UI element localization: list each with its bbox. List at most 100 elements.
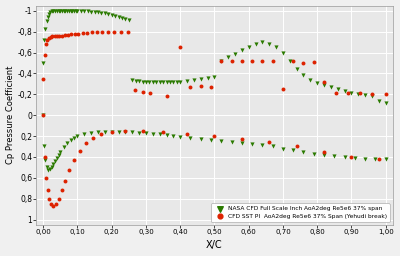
Point (40, 77, 46, 81)
Point (129, 78, 136, 82)
Point (211, 134, 218, 138)
Point (321, 80, 327, 84)
Point (111, 30, 118, 34)
Point (369, 94, 375, 98)
Point (95, 130, 101, 134)
Point (62, 33, 68, 37)
Point (44, 15, 51, 19)
Point (136, 131, 142, 135)
Point (139, 129, 146, 133)
Point (119, 16, 125, 20)
Point (74, 134, 81, 138)
Point (68, 9, 74, 13)
Point (345, 91, 351, 95)
Point (115, 130, 122, 134)
Point (270, 144, 276, 148)
Point (44, 19, 50, 23)
Point (49, 34, 56, 38)
Point (355, 92, 362, 96)
Point (382, 157, 389, 161)
Point (42, 26, 48, 30)
Point (66, 9, 72, 13)
Point (266, 42, 272, 46)
Point (54, 34, 60, 38)
Point (187, 85, 194, 89)
Point (136, 79, 142, 83)
Point (160, 130, 166, 134)
Point (174, 80, 180, 84)
Point (80, 31, 86, 35)
Point (40, 113, 46, 117)
Point (122, 17, 129, 21)
Point (143, 131, 149, 135)
Point (72, 9, 79, 13)
Point (81, 9, 88, 13)
Point (99, 30, 106, 34)
X-axis label: X/C: X/C (206, 240, 223, 250)
Point (259, 59, 266, 63)
Point (369, 92, 375, 96)
Point (146, 80, 152, 84)
Point (48, 9, 55, 13)
Y-axis label: Cp Pressure Coefficient: Cp Pressure Coefficient (6, 66, 14, 164)
Point (54, 156, 60, 160)
Point (50, 204, 57, 208)
Point (56, 153, 62, 157)
Point (259, 143, 266, 147)
Point (122, 130, 129, 134)
Point (102, 130, 108, 134)
Point (170, 80, 176, 84)
Point (40, 113, 46, 117)
Point (259, 40, 266, 44)
Point (294, 144, 300, 148)
Point (232, 51, 238, 56)
Point (184, 79, 190, 83)
Point (170, 134, 176, 138)
Point (71, 136, 77, 140)
Point (208, 138, 214, 142)
Point (239, 137, 245, 141)
Point (62, 9, 69, 13)
Point (376, 99, 382, 103)
Point (163, 80, 170, 84)
Point (198, 77, 204, 81)
Point (54, 9, 60, 13)
Point (228, 59, 235, 63)
Point (147, 91, 154, 95)
Point (382, 101, 389, 105)
Point (66, 168, 72, 173)
Point (160, 80, 166, 84)
Point (362, 157, 368, 161)
Point (59, 34, 65, 38)
Point (139, 80, 146, 84)
Point (108, 13, 115, 17)
Point (95, 10, 101, 14)
Point (52, 159, 58, 163)
Point (153, 80, 160, 84)
Point (218, 59, 224, 63)
Point (60, 145, 67, 150)
Point (266, 140, 272, 144)
Point (218, 59, 224, 63)
Point (357, 91, 363, 95)
Point (118, 30, 124, 34)
Point (246, 45, 252, 49)
Point (321, 153, 327, 157)
Point (64, 9, 70, 13)
Point (348, 155, 355, 159)
Point (52, 9, 58, 13)
Point (218, 139, 224, 143)
Point (42, 158, 48, 162)
Point (47, 10, 53, 14)
Point (150, 132, 156, 136)
Point (286, 59, 293, 63)
Point (228, 140, 235, 144)
Point (71, 158, 77, 162)
Point (46, 12, 52, 16)
Point (68, 32, 74, 36)
Point (139, 90, 146, 94)
Point (252, 42, 259, 46)
Point (321, 150, 327, 154)
Point (280, 146, 286, 151)
Point (156, 132, 163, 136)
